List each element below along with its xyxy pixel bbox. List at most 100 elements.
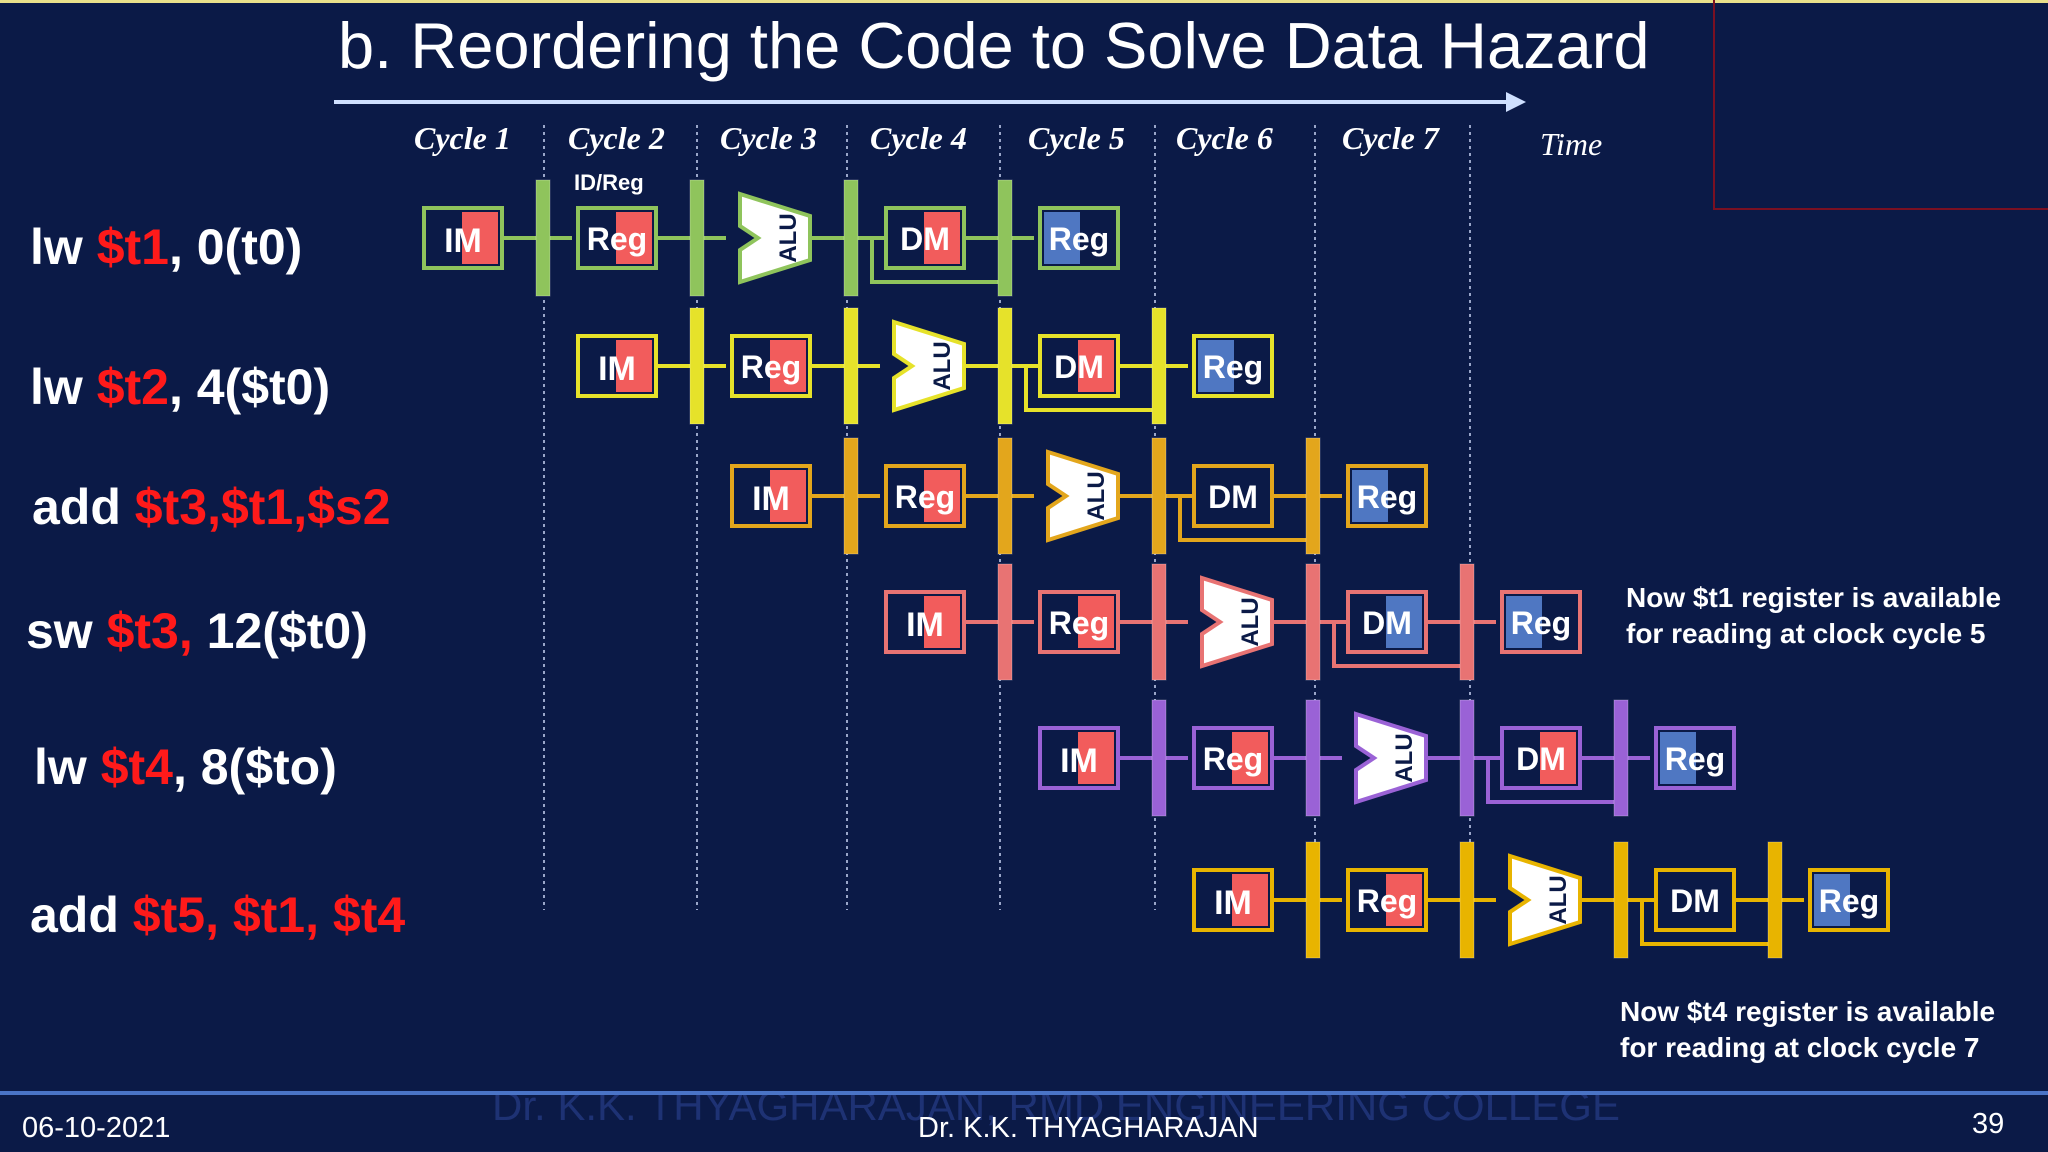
wb-label: Reg — [1203, 349, 1263, 385]
top-border — [0, 0, 2048, 3]
pipeline-register — [997, 563, 1013, 681]
cycle-label: Cycle 3 — [720, 120, 817, 156]
pipeline-register — [1305, 437, 1321, 555]
alu-label: ALU — [929, 341, 956, 390]
pipeline-register — [1305, 563, 1321, 681]
stage-reg-write: Reg — [1346, 464, 1428, 528]
pipeline-row: IM Reg ALU DM Reg — [422, 179, 1120, 297]
pipeline-register — [1305, 841, 1321, 959]
stage-alu: ALU — [738, 191, 812, 285]
pipeline-register — [1459, 563, 1475, 681]
pipeline-register — [535, 179, 551, 297]
slide-title: b. Reordering the Code to Solve Data Haz… — [338, 9, 1650, 82]
alu-label: ALU — [1237, 597, 1264, 646]
instruction-5: lw $t4, 8($to) — [34, 739, 337, 795]
footer-date: 06-10-2021 — [22, 1112, 171, 1144]
wb-fill — [1506, 596, 1542, 648]
reg-fill — [1078, 596, 1114, 648]
pipeline-register — [1459, 699, 1475, 817]
stage-alu: ALU — [1200, 575, 1274, 669]
corner-frame-line — [1713, 0, 1715, 210]
pipeline-register — [1459, 841, 1475, 959]
pipeline-register — [689, 307, 705, 425]
dm-label: DM — [1362, 605, 1412, 641]
stage-reg-read: Reg — [884, 464, 966, 528]
wb-box — [1038, 206, 1120, 270]
wb-label: Reg — [1049, 221, 1109, 257]
stage-dm: DM — [1486, 726, 1624, 804]
dm-fill — [1078, 340, 1114, 392]
stage-reg-read: Reg — [1192, 726, 1274, 790]
reg-label: Reg — [587, 221, 647, 257]
reg-fill — [1386, 874, 1422, 926]
wb-label: Reg — [1819, 883, 1879, 919]
alu-shape — [1354, 711, 1428, 805]
pipeline-register — [689, 179, 705, 297]
im-label: IM — [752, 480, 790, 518]
pipeline-register — [843, 307, 859, 425]
note-t4: Now $t4 register is available for reading… — [1620, 996, 1996, 1063]
cycle-label: Cycle 1 — [414, 120, 511, 156]
alu-shape — [738, 191, 812, 285]
pipeline-register — [1767, 841, 1783, 959]
dm-label: DM — [1054, 349, 1104, 385]
pipeline-register — [997, 179, 1013, 297]
stage-reg-write: Reg — [1808, 868, 1890, 932]
im-label: IM — [906, 606, 944, 644]
reg-fill — [924, 470, 960, 522]
stage-reg-read: Reg — [576, 206, 658, 270]
instruction-1: lw $t1, 0(t0) — [30, 219, 303, 275]
stage-reg-read: Reg — [730, 334, 812, 398]
alu-shape — [892, 319, 966, 413]
pipeline-row: IM Reg ALU DM Reg — [730, 437, 1428, 555]
alu-label: ALU — [1391, 733, 1418, 782]
footer-rule — [0, 1091, 2048, 1095]
wb-fill — [1198, 340, 1234, 392]
alu-label: ALU — [1545, 875, 1572, 924]
dm-fill — [1386, 596, 1422, 648]
stage-dm: DM — [1332, 590, 1470, 668]
pipeline-register — [1305, 699, 1321, 817]
cycle-label: Cycle 4 — [870, 120, 967, 156]
stage-reg-write: Reg — [1192, 334, 1274, 398]
wb-box — [1346, 464, 1428, 528]
pipeline-register — [1151, 307, 1167, 425]
cycle-label: Cycle 2 — [568, 120, 665, 156]
im-fill — [1078, 732, 1114, 784]
pipeline-register — [1151, 437, 1167, 555]
im-fill — [770, 470, 806, 522]
pipeline-register — [1613, 841, 1629, 959]
stage-reg-write: Reg — [1038, 206, 1120, 270]
dm-fill — [1540, 732, 1576, 784]
pipeline-register — [997, 307, 1013, 425]
alu-label: ALU — [775, 213, 802, 262]
note-t1: Now $t1 register is available for reading… — [1626, 582, 2002, 649]
stage-im: IM — [1192, 868, 1274, 932]
stage-dm: DM — [1178, 464, 1316, 542]
stage-reg-read: Reg — [1038, 590, 1120, 654]
stage-reg-write: Reg — [1654, 726, 1736, 790]
im-fill — [462, 212, 498, 264]
reg-fill — [1232, 732, 1268, 784]
wb-fill — [1044, 212, 1080, 264]
pipeline-register — [1151, 699, 1167, 817]
instruction-6: add $t5, $t1, $t4 — [30, 887, 406, 943]
dm-fill — [924, 212, 960, 264]
footer-author: Dr. K.K. THYAGHARAJAN — [918, 1112, 1259, 1144]
cycle-label: Cycle 5 — [1028, 120, 1125, 156]
alu-label: ALU — [1083, 471, 1110, 520]
alu-shape — [1508, 853, 1582, 947]
pipeline-register — [997, 437, 1013, 555]
stage-im: IM — [884, 590, 966, 654]
reg-fill — [616, 212, 652, 264]
stage-dm: DM — [1640, 868, 1778, 946]
im-label: IM — [1060, 742, 1098, 780]
stage-im: IM — [730, 464, 812, 528]
reg-label: Reg — [895, 479, 955, 515]
im-label: IM — [444, 222, 482, 260]
wb-box — [1500, 590, 1582, 654]
instruction-4: sw $t3, 12($t0) — [26, 603, 368, 659]
wb-box — [1654, 726, 1736, 790]
wb-box — [1192, 334, 1274, 398]
stage-dm: DM — [870, 206, 1008, 284]
